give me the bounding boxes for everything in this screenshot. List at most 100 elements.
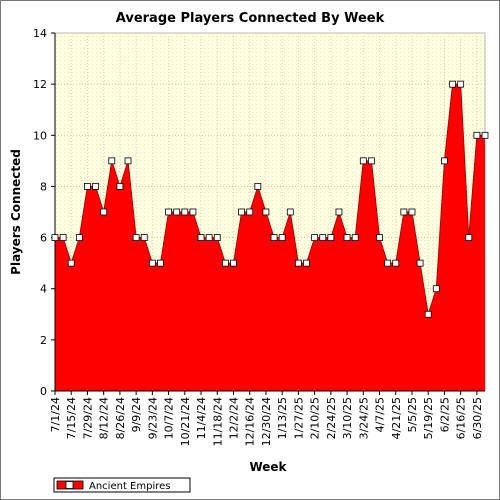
data-point <box>303 259 310 267</box>
y-tick-label: 14 <box>33 27 47 40</box>
x-tick-label: 7/15/24 <box>65 397 78 439</box>
x-tick-label: 11/18/24 <box>211 397 224 446</box>
data-point <box>132 234 140 241</box>
x-tick-label: 3/10/25 <box>341 397 354 439</box>
y-tick-label: 8 <box>40 180 47 193</box>
y-tick-label: 2 <box>40 334 47 347</box>
x-tick-label: 2/24/25 <box>325 397 338 439</box>
data-point <box>246 208 254 216</box>
data-point <box>400 208 408 216</box>
data-point <box>465 234 473 241</box>
x-tick-label: 9/9/24 <box>130 397 143 432</box>
x-tick-label: 6/16/25 <box>455 397 468 439</box>
series-line <box>55 83 485 315</box>
x-tick-label: 11/4/24 <box>195 397 208 439</box>
x-tick-label: 6/30/25 <box>471 397 484 439</box>
data-point <box>100 208 108 216</box>
x-tick-label: 7/29/24 <box>81 397 94 439</box>
data-point <box>75 234 83 241</box>
y-tick-label: 6 <box>40 232 47 245</box>
data-point <box>262 208 270 216</box>
x-tick-label: 8/26/24 <box>114 397 127 439</box>
data-point <box>294 259 302 267</box>
data-point <box>416 259 424 267</box>
data-point <box>286 208 294 216</box>
data-point <box>67 259 75 267</box>
data-point <box>392 259 400 267</box>
data-point <box>449 80 456 88</box>
x-tick-label: 4/21/25 <box>390 397 403 439</box>
x-tick-label: 2/10/25 <box>309 397 322 439</box>
data-point <box>116 183 124 190</box>
y-tick-label: 12 <box>33 78 47 91</box>
y-axis-label: Players Connected <box>9 149 23 275</box>
y-tick-label: 10 <box>33 129 47 142</box>
series-area-layer <box>55 83 485 391</box>
x-tick-label: 12/16/24 <box>244 397 257 446</box>
x-tick-label: 5/19/25 <box>422 397 435 439</box>
data-point <box>319 234 327 241</box>
data-point <box>335 208 343 216</box>
data-point <box>140 234 148 241</box>
series-area <box>55 84 485 391</box>
data-point <box>51 234 59 241</box>
data-point <box>408 208 416 216</box>
x-tick-label: 10/7/24 <box>163 397 176 439</box>
data-point <box>311 234 319 241</box>
data-point <box>424 310 432 318</box>
legend-label: Ancient Empires <box>89 481 170 492</box>
data-point <box>213 234 221 241</box>
data-point <box>359 157 367 165</box>
data-point <box>441 157 448 165</box>
data-point <box>384 259 392 267</box>
data-point <box>157 259 164 267</box>
data-point <box>432 285 440 293</box>
x-tick-label: 8/12/24 <box>98 397 111 439</box>
data-point <box>238 208 246 216</box>
data-point <box>173 208 181 216</box>
y-tick-label: 4 <box>40 283 47 296</box>
y-tick-labels: 0 2 4 6 8 10 12 14 <box>33 27 55 398</box>
data-point <box>376 234 383 241</box>
data-point <box>148 259 156 267</box>
data-point <box>59 234 67 241</box>
y-tick-label: 0 <box>40 385 47 398</box>
x-tick-label: 9/23/24 <box>146 397 159 439</box>
data-point <box>181 208 189 216</box>
legend: Ancient Empires <box>53 477 191 493</box>
series-markers <box>51 80 489 318</box>
data-point <box>254 183 262 190</box>
data-point <box>351 234 359 241</box>
data-point <box>368 157 375 165</box>
x-tick-label: 1/27/25 <box>292 397 305 439</box>
x-axis-label: Week <box>249 460 287 474</box>
legend-marker-icon <box>65 481 74 489</box>
data-point <box>230 259 237 267</box>
data-point <box>473 131 481 139</box>
data-point <box>270 234 278 241</box>
chart-title: Average Players Connected By Week <box>116 11 385 26</box>
data-point <box>165 208 172 216</box>
x-tick-label: 7/1/24 <box>49 397 62 432</box>
data-point <box>278 234 286 241</box>
data-point <box>197 234 205 241</box>
x-tick-label: 1/13/25 <box>276 397 289 439</box>
data-point <box>124 157 132 165</box>
data-point <box>92 183 99 190</box>
x-tick-labels: 7/1/24 7/15/24 7/29/24 8/12/24 8/26/24 9/9/24… <box>49 391 484 446</box>
data-point <box>327 234 335 241</box>
data-point <box>84 183 91 190</box>
data-point <box>457 80 465 88</box>
x-tick-label: 6/2/25 <box>438 397 451 432</box>
data-point <box>189 208 197 216</box>
x-tick-label: 3/24/25 <box>357 397 370 439</box>
data-point <box>481 131 489 139</box>
data-point <box>205 234 213 241</box>
data-point <box>221 259 229 267</box>
x-tick-label: 4/7/25 <box>374 397 387 432</box>
legend-box <box>53 477 191 493</box>
x-tick-label: 12/30/24 <box>260 397 273 446</box>
x-tick-label: 5/5/25 <box>406 397 419 432</box>
x-tick-label: 12/2/24 <box>227 397 240 439</box>
